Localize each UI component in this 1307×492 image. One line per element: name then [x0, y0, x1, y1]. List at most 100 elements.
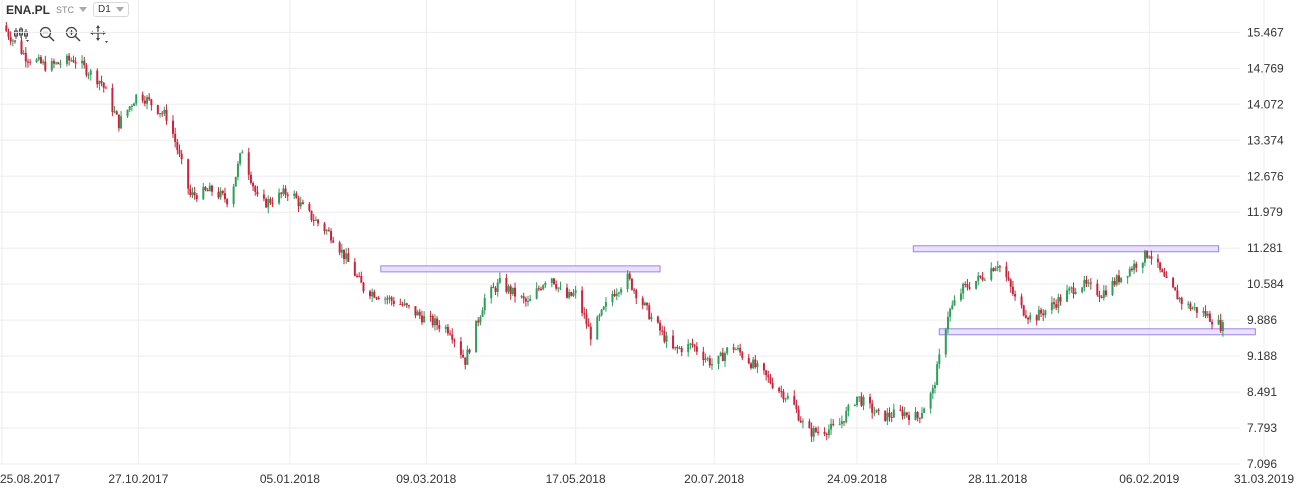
y-tick-label: 13.374	[1247, 133, 1284, 147]
candle-body	[1024, 315, 1027, 318]
candle-body	[117, 114, 120, 129]
y-tick-label: 9.886	[1247, 313, 1277, 327]
candle-body	[793, 396, 796, 405]
y-tick-label: 14.769	[1247, 61, 1284, 75]
candle-body	[7, 31, 10, 37]
candle-body	[1178, 297, 1181, 300]
symbol-label[interactable]: ENA.PL	[6, 2, 51, 17]
candle-body	[847, 405, 850, 411]
candle-body	[990, 268, 993, 280]
candle-body	[42, 61, 45, 64]
candle-body	[524, 298, 527, 302]
interval-dropdown[interactable]: D1	[93, 2, 129, 17]
candle-body	[1027, 317, 1030, 320]
candle-body	[371, 291, 374, 297]
candle-body	[72, 60, 75, 62]
x-tick-label: 24.09.2018	[827, 472, 887, 486]
candle-body	[1053, 302, 1056, 305]
candle-body	[780, 391, 783, 393]
candle-body	[431, 315, 434, 326]
candle-body	[1150, 256, 1153, 259]
candle-body	[665, 335, 668, 342]
candle-body	[678, 347, 681, 349]
candle-body	[475, 320, 478, 353]
candle-body	[1143, 250, 1146, 263]
price-zone[interactable]	[380, 265, 661, 273]
chevron-down-icon	[79, 7, 88, 12]
candle-body	[178, 150, 181, 154]
candle-body	[187, 159, 190, 189]
candle-body	[1055, 304, 1058, 308]
candle-body	[1156, 258, 1159, 263]
candle-body	[57, 62, 60, 65]
candle-body	[459, 341, 462, 355]
candle-body	[1085, 279, 1088, 284]
candle-body	[890, 417, 893, 419]
candle-body	[1161, 269, 1164, 272]
candle-body	[299, 202, 302, 207]
candle-body	[449, 333, 452, 335]
x-tick-label: 27.10.2017	[108, 472, 168, 486]
candle-body	[483, 298, 486, 311]
candle-body	[514, 287, 517, 297]
chart-header: ENA.PL STC D1	[6, 2, 129, 17]
price-zone[interactable]	[938, 328, 1256, 336]
candle-body	[888, 412, 891, 418]
candle-body	[148, 97, 151, 100]
candle-body	[462, 354, 465, 358]
candlestick-settings-icon[interactable]	[12, 25, 30, 43]
candle-body	[1141, 262, 1144, 268]
candle-body	[269, 198, 272, 203]
candle-body	[938, 354, 941, 365]
candle-body	[1193, 307, 1196, 309]
candle-body	[858, 396, 861, 398]
candle-body	[749, 363, 752, 369]
candle-body	[1204, 311, 1207, 316]
candle-body	[59, 63, 62, 65]
market-dropdown[interactable]: STC	[56, 5, 88, 15]
candle-body	[509, 286, 512, 295]
candle-body	[630, 278, 633, 290]
candle-body	[236, 163, 239, 177]
candle-body	[310, 210, 313, 220]
candle-body	[823, 431, 826, 434]
candle-body	[1133, 263, 1136, 270]
candle-body	[920, 412, 923, 419]
candle-body	[204, 186, 207, 191]
candle-body	[1022, 305, 1025, 316]
candle-body	[979, 275, 982, 278]
candle-body	[1081, 287, 1084, 293]
candle-body	[778, 387, 781, 392]
candle-body	[403, 303, 406, 306]
candle-body	[239, 153, 242, 164]
candle-body	[994, 268, 997, 271]
candle-body	[39, 57, 42, 64]
candle-body	[540, 288, 543, 290]
candle-body	[661, 330, 664, 332]
candle-body	[695, 346, 698, 352]
candle-body	[70, 60, 73, 62]
candle-body	[323, 223, 326, 232]
candle-body	[13, 40, 16, 42]
candle-body	[477, 320, 480, 323]
crosshair-move-icon[interactable]	[90, 25, 108, 43]
candle-body	[217, 191, 220, 198]
candle-body	[1104, 290, 1107, 296]
candle-body	[871, 403, 874, 413]
candle-body	[535, 288, 538, 299]
candle-body	[702, 351, 705, 361]
candle-body	[555, 284, 558, 289]
candle-body	[479, 316, 482, 323]
candle-body	[219, 191, 222, 198]
candle-body	[962, 283, 965, 294]
candle-body	[860, 396, 863, 406]
candle-body	[552, 278, 555, 285]
candle-body	[1057, 297, 1060, 308]
candle-body	[693, 345, 696, 347]
candle-body	[843, 421, 846, 423]
candle-body	[1187, 303, 1190, 305]
candle-body	[762, 363, 765, 371]
price-zone[interactable]	[912, 245, 1220, 253]
candle-body	[314, 219, 317, 221]
